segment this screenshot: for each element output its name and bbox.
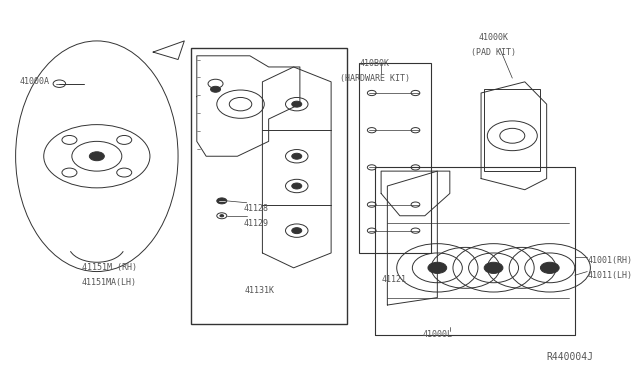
Circle shape: [292, 183, 301, 189]
Bar: [191, 48, 347, 324]
Text: 41151M (RH): 41151M (RH): [82, 263, 137, 272]
Text: 41001(RH): 41001(RH): [588, 256, 632, 265]
Text: 41000L: 41000L: [422, 330, 452, 339]
Text: 41128: 41128: [244, 204, 269, 213]
Circle shape: [220, 215, 223, 217]
Circle shape: [540, 262, 559, 273]
Text: (HARDWARE KIT): (HARDWARE KIT): [340, 74, 410, 83]
Circle shape: [211, 86, 221, 92]
Circle shape: [292, 228, 301, 234]
Text: 410B0K: 410B0K: [360, 59, 390, 68]
Text: 41011(LH): 41011(LH): [588, 271, 632, 280]
Circle shape: [217, 198, 227, 204]
Circle shape: [292, 153, 301, 159]
Circle shape: [90, 152, 104, 161]
Text: 41131K: 41131K: [244, 286, 275, 295]
Text: R440004J: R440004J: [547, 352, 593, 362]
Text: 41151MA(LH): 41151MA(LH): [82, 278, 137, 287]
Bar: [484, 89, 540, 171]
Text: 41000A: 41000A: [20, 77, 50, 86]
Circle shape: [292, 101, 301, 107]
Circle shape: [428, 262, 447, 273]
Text: 41129: 41129: [244, 219, 269, 228]
Circle shape: [484, 262, 503, 273]
Text: (PAD KIT): (PAD KIT): [471, 48, 516, 57]
Text: 41000K: 41000K: [479, 33, 509, 42]
Bar: [359, 63, 431, 253]
Text: 41121: 41121: [381, 275, 406, 283]
